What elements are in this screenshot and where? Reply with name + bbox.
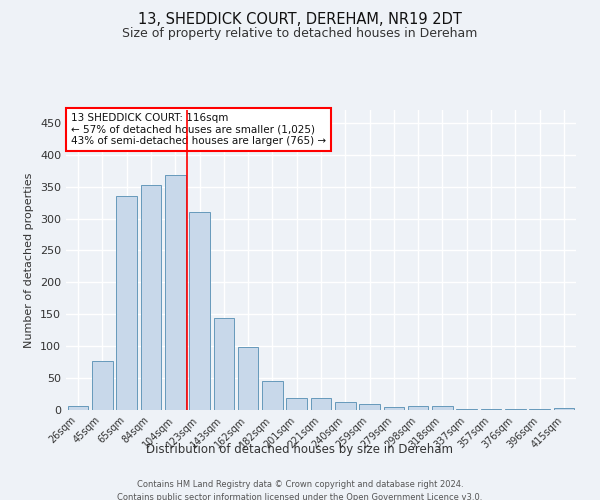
Text: 13 SHEDDICK COURT: 116sqm
← 57% of detached houses are smaller (1,025)
43% of se: 13 SHEDDICK COURT: 116sqm ← 57% of detac… xyxy=(71,113,326,146)
Bar xyxy=(359,404,380,410)
Bar xyxy=(457,408,477,410)
Bar xyxy=(116,196,137,410)
Bar xyxy=(311,398,331,410)
Y-axis label: Number of detached properties: Number of detached properties xyxy=(25,172,34,348)
Bar xyxy=(238,347,259,410)
Bar xyxy=(189,212,210,410)
Bar xyxy=(383,408,404,410)
Bar xyxy=(335,402,356,410)
Bar xyxy=(432,406,453,410)
Bar xyxy=(214,318,234,410)
Bar xyxy=(165,175,185,410)
Text: 13, SHEDDICK COURT, DEREHAM, NR19 2DT: 13, SHEDDICK COURT, DEREHAM, NR19 2DT xyxy=(138,12,462,28)
Text: Size of property relative to detached houses in Dereham: Size of property relative to detached ho… xyxy=(122,28,478,40)
Bar xyxy=(262,380,283,410)
Bar xyxy=(68,406,88,410)
Bar xyxy=(481,408,502,410)
Bar xyxy=(408,406,428,410)
Bar xyxy=(286,398,307,410)
Bar xyxy=(554,408,574,410)
Bar xyxy=(140,184,161,410)
Bar xyxy=(92,362,113,410)
Text: Distribution of detached houses by size in Dereham: Distribution of detached houses by size … xyxy=(146,442,454,456)
Text: Contains HM Land Registry data © Crown copyright and database right 2024.
Contai: Contains HM Land Registry data © Crown c… xyxy=(118,480,482,500)
